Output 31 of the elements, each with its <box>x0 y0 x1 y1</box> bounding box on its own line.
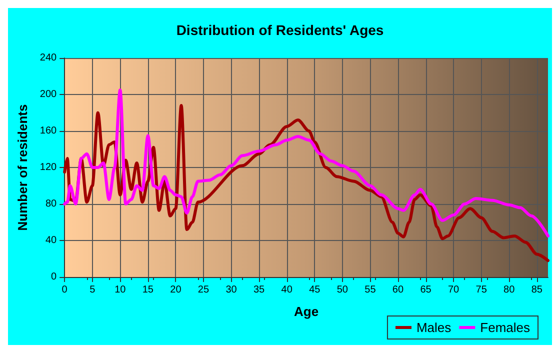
x-tick-label: 35 <box>254 284 266 296</box>
x-tick-label: 0 <box>62 284 68 296</box>
x-tick-label: 70 <box>448 284 460 296</box>
x-tick-label: 50 <box>336 284 348 296</box>
y-tick-label: 120 <box>40 162 58 173</box>
x-tick-label: 10 <box>114 284 126 296</box>
legend-label: Males <box>416 320 452 335</box>
chart-title: Distribution of Residents' Ages <box>176 22 384 38</box>
y-axis-title: Number of residents <box>15 104 30 231</box>
y-tick-label: 80 <box>45 198 58 210</box>
x-tick-label: 30 <box>226 284 238 296</box>
y-tick-label: 0 <box>51 272 58 282</box>
x-tick-label: 85 <box>531 284 543 296</box>
x-tick-label: 15 <box>142 284 154 296</box>
y-tick-label: 200 <box>40 89 58 100</box>
y-tick-label: 240 <box>40 52 58 64</box>
x-tick-label: 65 <box>420 284 432 296</box>
x-tick-label: 25 <box>198 284 210 296</box>
x-tick-label: 80 <box>504 284 516 296</box>
x-axis-title: Age <box>294 304 319 319</box>
x-tick-label: 60 <box>392 284 404 296</box>
y-tick-label: 160 <box>40 126 58 136</box>
x-tick-label: 20 <box>170 284 182 296</box>
y-tick-label: 40 <box>45 235 58 246</box>
x-tick-label: 45 <box>309 284 321 296</box>
x-tick-label: 40 <box>281 284 293 296</box>
legend-label: Females <box>480 320 530 335</box>
x-tick-label: 55 <box>364 284 376 296</box>
x-tick-label: 75 <box>476 284 488 296</box>
line-series <box>63 88 550 238</box>
x-tick-label: 5 <box>90 284 96 296</box>
